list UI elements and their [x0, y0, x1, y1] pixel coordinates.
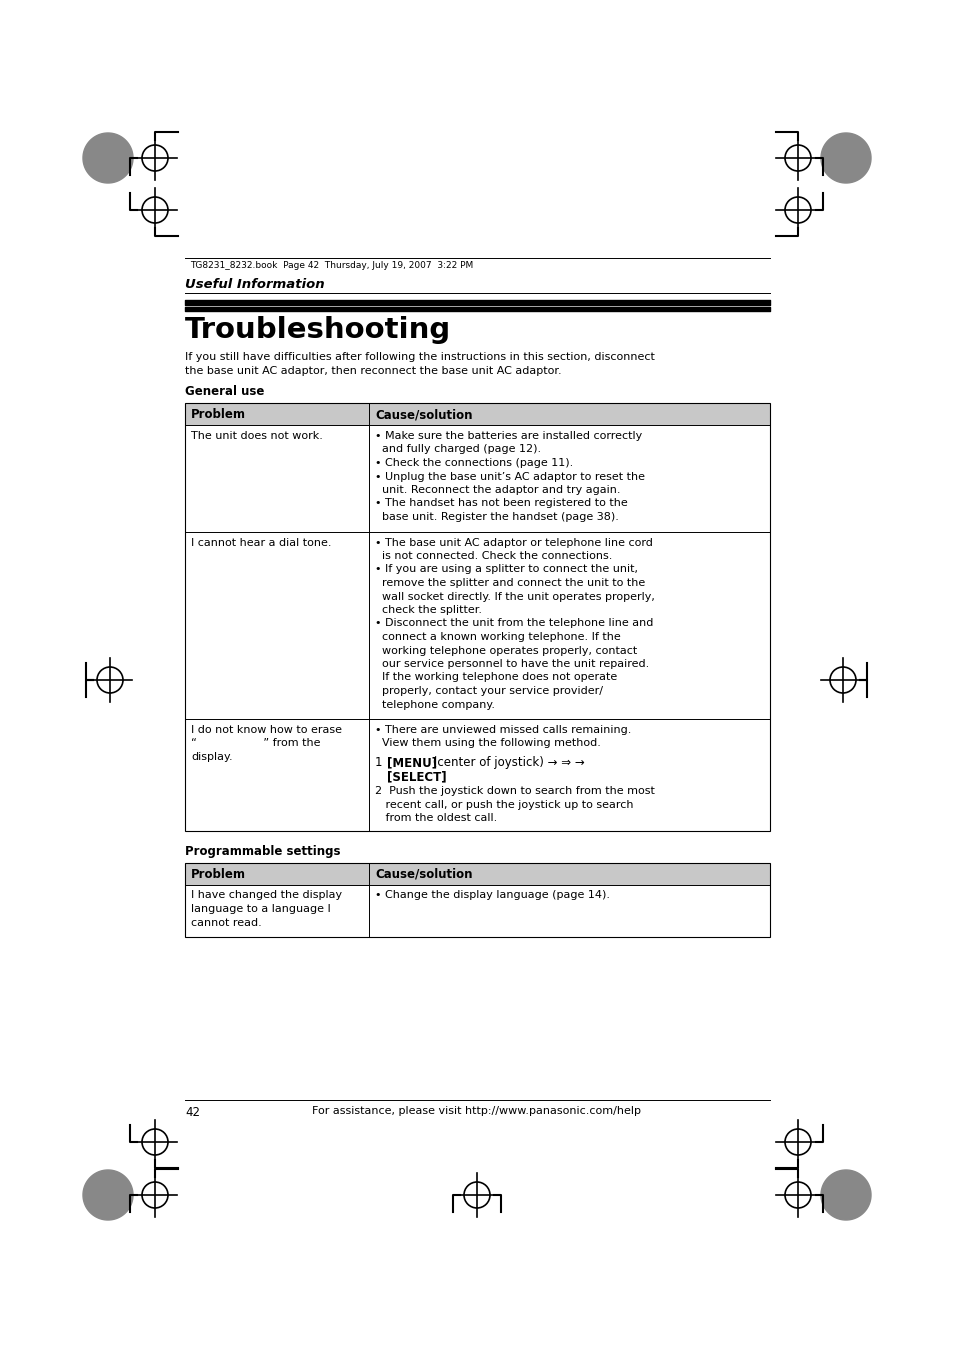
Text: I cannot hear a dial tone.: I cannot hear a dial tone. — [191, 538, 331, 547]
Text: • Disconnect the unit from the telephone line and: • Disconnect the unit from the telephone… — [375, 619, 653, 628]
Text: from the oldest call.: from the oldest call. — [375, 813, 497, 823]
Text: wall socket directly. If the unit operates properly,: wall socket directly. If the unit operat… — [375, 592, 654, 601]
Text: [MENU]: [MENU] — [387, 757, 436, 769]
Bar — [185, 862, 769, 938]
Text: General use: General use — [185, 385, 264, 399]
Text: “                   ” from the: “ ” from the — [191, 739, 320, 748]
Text: For assistance, please visit http://www.panasonic.com/help: For assistance, please visit http://www.… — [313, 1106, 640, 1116]
Text: View them using the following method.: View them using the following method. — [375, 739, 600, 748]
Text: properly, contact your service provider/: properly, contact your service provider/ — [375, 686, 602, 696]
Text: If you still have difficulties after following the instructions in this section,: If you still have difficulties after fol… — [185, 353, 654, 362]
Text: telephone company.: telephone company. — [375, 700, 495, 709]
Text: is not connected. Check the connections.: is not connected. Check the connections. — [375, 551, 612, 561]
Text: Cause/solution: Cause/solution — [375, 408, 472, 422]
Bar — [185, 403, 769, 831]
Text: remove the splitter and connect the unit to the: remove the splitter and connect the unit… — [375, 578, 644, 588]
Text: connect a known working telephone. If the: connect a known working telephone. If th… — [375, 632, 620, 642]
Text: • Check the connections (page 11).: • Check the connections (page 11). — [375, 458, 573, 467]
Text: our service personnel to have the unit repaired.: our service personnel to have the unit r… — [375, 659, 649, 669]
Text: Programmable settings: Programmable settings — [185, 844, 340, 858]
Text: cannot read.: cannot read. — [191, 917, 261, 928]
Text: Troubleshooting: Troubleshooting — [185, 316, 451, 345]
Text: working telephone operates properly, contact: working telephone operates properly, con… — [375, 646, 637, 655]
Text: display.: display. — [191, 753, 233, 762]
Text: TG8231_8232.book  Page 42  Thursday, July 19, 2007  3:22 PM: TG8231_8232.book Page 42 Thursday, July … — [190, 261, 473, 270]
Text: • Make sure the batteries are installed correctly: • Make sure the batteries are installed … — [375, 431, 641, 440]
Polygon shape — [821, 1170, 870, 1220]
Text: language to a language I: language to a language I — [191, 904, 331, 915]
Text: • If you are using a splitter to connect the unit,: • If you are using a splitter to connect… — [375, 565, 638, 574]
Text: • Change the display language (page 14).: • Change the display language (page 14). — [375, 890, 609, 901]
Text: • The handset has not been registered to the: • The handset has not been registered to… — [375, 499, 627, 508]
Text: Problem: Problem — [191, 408, 246, 422]
Polygon shape — [821, 132, 870, 182]
Text: 1: 1 — [375, 757, 390, 769]
Text: Cause/solution: Cause/solution — [375, 867, 472, 881]
Text: the base unit AC adaptor, then reconnect the base unit AC adaptor.: the base unit AC adaptor, then reconnect… — [185, 366, 561, 376]
Text: I do not know how to erase: I do not know how to erase — [191, 725, 341, 735]
Text: • Unplug the base unit’s AC adaptor to reset the: • Unplug the base unit’s AC adaptor to r… — [375, 471, 644, 481]
Text: • The base unit AC adaptor or telephone line cord: • The base unit AC adaptor or telephone … — [375, 538, 652, 547]
Polygon shape — [83, 1170, 132, 1220]
Text: 2  Push the joystick down to search from the most: 2 Push the joystick down to search from … — [375, 786, 654, 796]
Text: base unit. Register the handset (page 38).: base unit. Register the handset (page 38… — [375, 512, 618, 521]
Text: • There are unviewed missed calls remaining.: • There are unviewed missed calls remain… — [375, 725, 631, 735]
Polygon shape — [83, 132, 132, 182]
Text: I have changed the display: I have changed the display — [191, 890, 342, 901]
Text: [SELECT]: [SELECT] — [387, 770, 446, 784]
Text: The unit does not work.: The unit does not work. — [191, 431, 322, 440]
Text: check the splitter.: check the splitter. — [375, 605, 481, 615]
Text: Problem: Problem — [191, 867, 246, 881]
Bar — [185, 403, 769, 426]
Text: and fully charged (page 12).: and fully charged (page 12). — [375, 444, 540, 454]
Text: recent call, or push the joystick up to search: recent call, or push the joystick up to … — [375, 800, 633, 809]
Text: (center of joystick) → ⇒ →: (center of joystick) → ⇒ → — [429, 757, 584, 769]
Text: unit. Reconnect the adaptor and try again.: unit. Reconnect the adaptor and try agai… — [375, 485, 619, 494]
Text: 42: 42 — [185, 1106, 200, 1119]
Text: If the working telephone does not operate: If the working telephone does not operat… — [375, 673, 617, 682]
Bar — [185, 862, 769, 885]
Text: Useful Information: Useful Information — [185, 278, 324, 290]
